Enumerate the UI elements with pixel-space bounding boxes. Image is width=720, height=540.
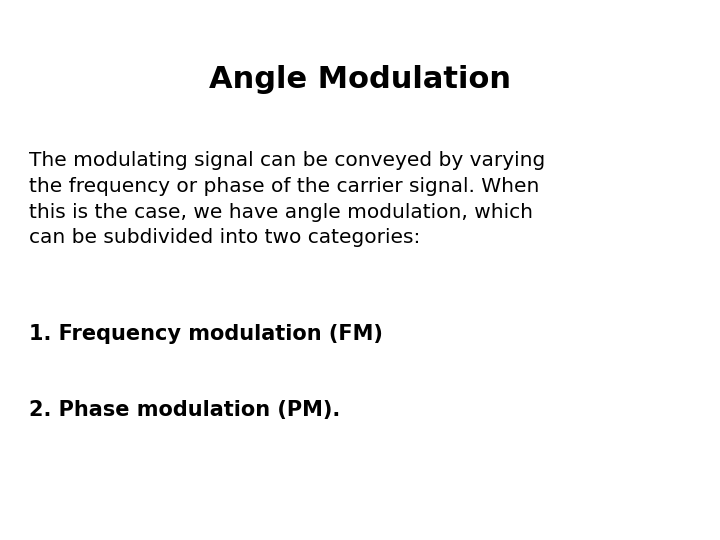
Text: The modulating signal can be conveyed by varying
the frequency or phase of the c: The modulating signal can be conveyed by… [29, 151, 545, 247]
Text: Angle Modulation: Angle Modulation [209, 65, 511, 94]
Text: 2. Phase modulation (PM).: 2. Phase modulation (PM). [29, 400, 340, 420]
Text: 1. Frequency modulation (FM): 1. Frequency modulation (FM) [29, 324, 382, 344]
